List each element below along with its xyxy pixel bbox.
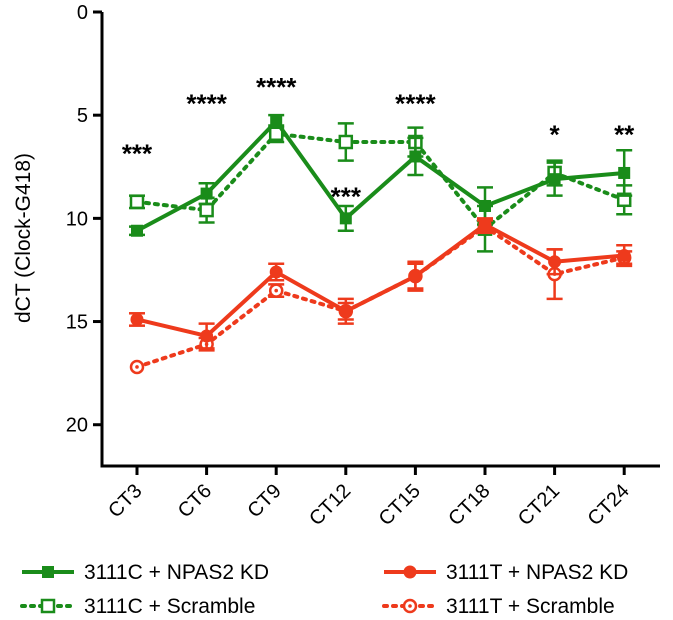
legend-item: 3111C + NPAS2 KD (22, 561, 269, 584)
y-ticks: 0 5 10 15 20 (66, 2, 102, 437)
data-point (129, 359, 145, 375)
significance-label: ** (614, 120, 635, 150)
significance-label: *** (331, 182, 362, 212)
series-3111t-scramble (129, 219, 633, 375)
x-tick-label: CT18 (444, 480, 494, 530)
data-point (408, 269, 422, 283)
x-tick-label: CT9 (243, 480, 285, 522)
series-3111t-npas2-kd (129, 217, 633, 350)
data-point (270, 115, 283, 128)
significance-label: **** (186, 89, 227, 119)
data-point (130, 312, 144, 326)
legend-label: 3111T + NPAS2 KD (446, 561, 628, 584)
significance-label: *** (122, 138, 153, 168)
legend-label: 3111C + NPAS2 KD (84, 561, 269, 584)
y-tick-label: 0 (77, 2, 88, 24)
data-point (548, 173, 561, 186)
data-point (200, 329, 214, 343)
y-tick-label: 5 (77, 105, 88, 127)
y-tick-label: 10 (66, 208, 88, 230)
legend-label: 3111T + Scramble (446, 595, 615, 618)
series-layer (129, 113, 633, 375)
data-point (200, 187, 213, 200)
data-point (269, 265, 283, 279)
x-tick-label: CT21 (514, 480, 564, 530)
legend-marker (402, 598, 418, 614)
x-ticks: CT3 CT6 CT9 CT12 CT15 CT18 CT21 CT24 (104, 466, 634, 530)
data-point (478, 218, 492, 232)
x-tick-label: CT12 (305, 480, 355, 530)
significance-label: **** (395, 89, 436, 119)
data-point (479, 199, 491, 212)
marker-dot (135, 365, 139, 369)
y-axis-title: dCT (Clock-G418) (12, 153, 35, 323)
data-point (339, 212, 352, 225)
data-point (131, 224, 143, 237)
legend-item: 3111C + Scramble (20, 595, 255, 618)
data-point (548, 255, 562, 269)
data-point (617, 249, 631, 263)
significance-label: **** (256, 72, 297, 102)
legend-marker (40, 598, 56, 614)
x-tick-label: CT24 (584, 480, 634, 530)
legend-marker (42, 566, 54, 578)
data-point (409, 150, 422, 163)
axes (100, 12, 660, 468)
marker-dot (274, 288, 279, 293)
series-line (136, 222, 625, 339)
x-tick-label: CT15 (375, 480, 425, 530)
legend-marker (403, 565, 417, 579)
x-tick-label: CT3 (104, 480, 146, 522)
x-tick-label: CT6 (174, 480, 216, 522)
marker-dot (408, 604, 412, 608)
y-tick-label: 15 (66, 312, 88, 334)
data-point (618, 166, 631, 179)
legend-item: 3111T + Scramble (382, 595, 615, 618)
legend-item: 3111T + NPAS2 KD (384, 561, 628, 584)
data-point (339, 304, 353, 318)
significance-label: * (550, 120, 561, 150)
annotations: ******************* ** (122, 72, 635, 211)
data-point (338, 134, 354, 150)
data-point (129, 194, 145, 210)
y-tick-label: 20 (66, 415, 88, 437)
legend-label: 3111C + Scramble (84, 595, 255, 618)
data-point (268, 283, 284, 298)
data-point (199, 202, 214, 218)
series-line (136, 118, 625, 233)
legend: 3111C + NPAS2 KD 3111C + Scramble 3111T + … (20, 561, 628, 618)
